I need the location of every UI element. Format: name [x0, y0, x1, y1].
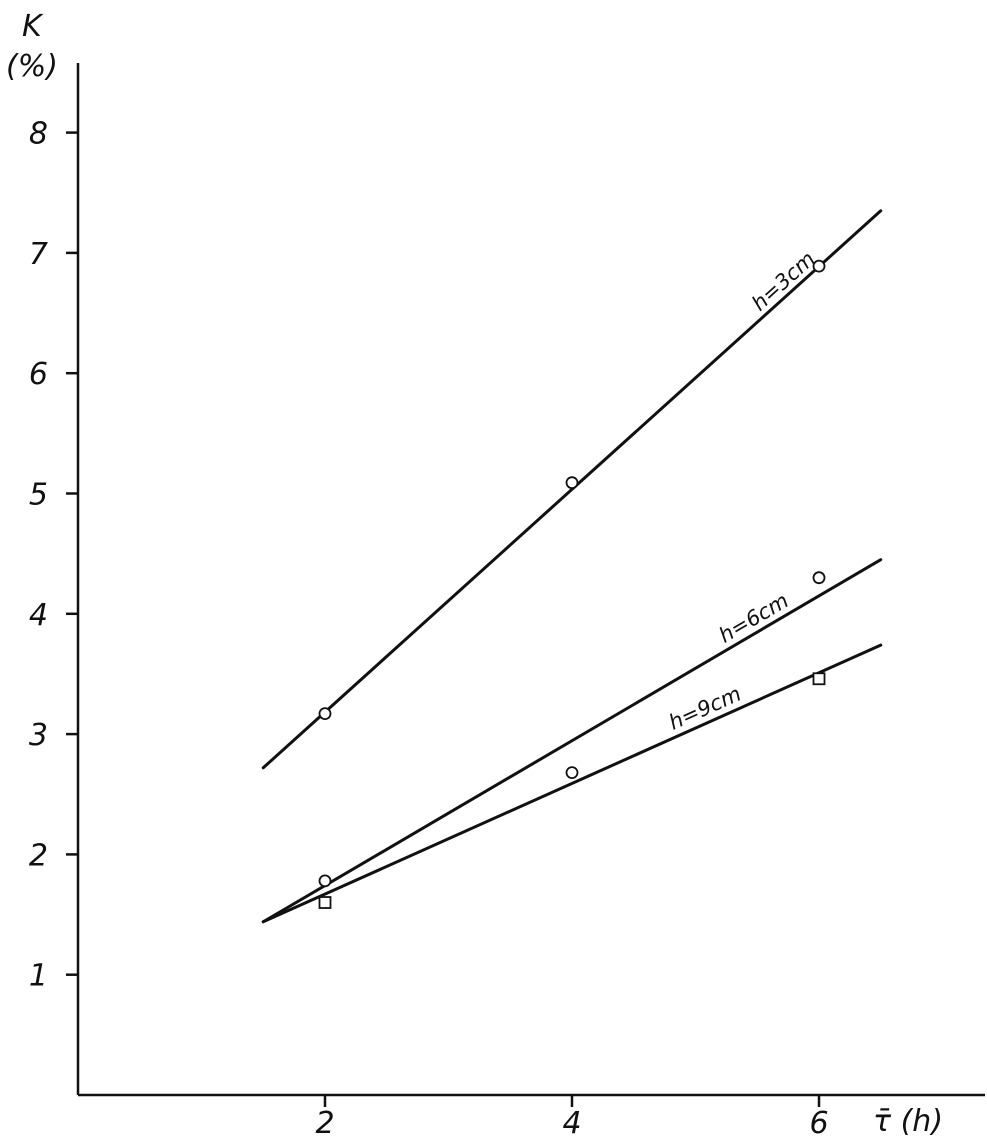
y-tick-label: 4: [29, 598, 48, 633]
data-point-square: [812, 672, 826, 686]
x-ticks: 2 4 6: [315, 1095, 829, 1137]
y-tick-label: 5: [29, 478, 48, 513]
data-points: [318, 259, 826, 909]
y-tick-label: 8: [29, 117, 48, 152]
x-tick-label: 4: [562, 1106, 581, 1137]
data-point-circle: [318, 874, 332, 888]
data-point-circle: [565, 476, 579, 490]
x-tick-label: 2: [315, 1106, 334, 1137]
x-tick-label: 6: [809, 1106, 828, 1137]
y-tick-label: 6: [29, 357, 48, 392]
y-tick-label: 2: [29, 838, 48, 873]
data-point-circle: [812, 571, 826, 585]
axes: [76, 63, 985, 1097]
y-axis-label: K: [22, 9, 44, 44]
y-axis-unit-label: (%): [6, 49, 58, 84]
x-axis-label: τ̄ (h): [873, 1104, 943, 1137]
fit-lines: [261, 209, 883, 924]
data-point-circle: [318, 707, 332, 721]
fit-line-h3cm: [261, 209, 883, 770]
data-point-square: [318, 896, 332, 909]
fit-line-h9cm: [261, 643, 883, 924]
fit-line-h6cm: [261, 558, 883, 924]
y-tick-label: 3: [29, 718, 48, 753]
series-label: h=3cm: [747, 247, 820, 316]
data-point-circle: [565, 766, 579, 779]
data-point-circle: [812, 259, 826, 273]
y-ticks: 1 2 3 4 5 6 7 8: [29, 117, 78, 994]
series-label: h=9cm: [665, 682, 744, 735]
y-tick-label: 7: [29, 237, 48, 272]
y-tick-label: 1: [29, 959, 48, 994]
